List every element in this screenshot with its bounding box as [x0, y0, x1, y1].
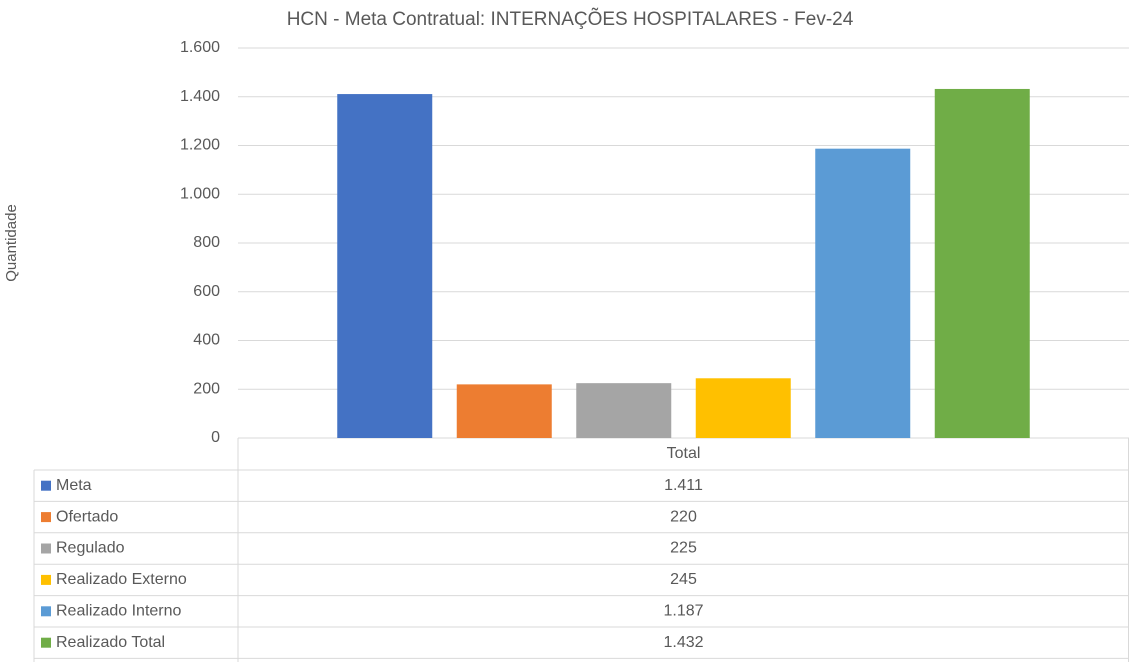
y-tick-label: 600 — [193, 283, 220, 300]
table-value: 1.187 — [663, 603, 703, 620]
y-tick-label: 400 — [193, 332, 220, 349]
chart-title: HCN - Meta Contratual: INTERNAÇÕES HOSPI… — [287, 8, 854, 30]
bar — [456, 384, 552, 438]
legend-label: Ofertado — [56, 508, 118, 525]
y-tick-label: 1.600 — [180, 39, 220, 56]
legend-label: Realizado Interno — [56, 603, 182, 620]
legend-swatch — [41, 606, 51, 617]
legend-label: Realizado Total — [56, 634, 165, 651]
bar — [934, 88, 1030, 438]
y-tick-label: 800 — [193, 234, 220, 251]
y-tick-label: 200 — [193, 380, 220, 397]
y-tick-label: 1.200 — [180, 137, 220, 154]
table-value: 1.432 — [663, 634, 703, 651]
table-value: 1.411 — [664, 477, 703, 494]
legend-swatch — [41, 512, 51, 523]
legend-label: Meta — [56, 477, 92, 494]
table-value: 245 — [670, 571, 697, 588]
y-tick-label: 1.400 — [180, 88, 220, 105]
table-value: 225 — [670, 540, 697, 557]
legend-swatch — [41, 574, 51, 585]
y-tick-label: 0 — [211, 429, 220, 446]
table-value: 220 — [670, 508, 697, 525]
x-tick-label: Total — [667, 445, 701, 462]
bar — [576, 383, 672, 438]
legend-swatch — [41, 480, 51, 491]
y-axis-label: Quantidade — [3, 204, 20, 282]
bar — [695, 378, 791, 438]
bar — [337, 94, 433, 438]
bar — [815, 148, 911, 438]
legend-label: Regulado — [56, 540, 125, 557]
y-tick-label: 1.000 — [180, 185, 220, 202]
legend-label: Realizado Externo — [56, 571, 187, 588]
legend-swatch — [41, 543, 51, 554]
legend-swatch — [41, 637, 51, 648]
